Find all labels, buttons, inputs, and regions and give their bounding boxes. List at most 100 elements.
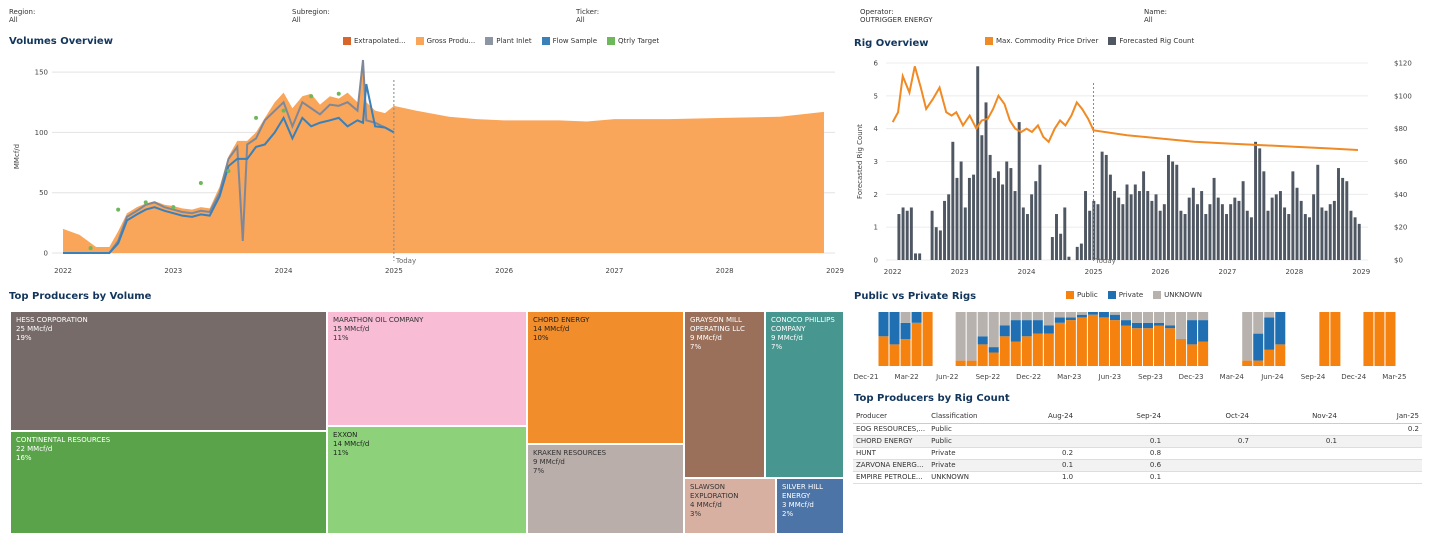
filter-ticker-value[interactable]: All (576, 16, 585, 24)
filter-name-value[interactable]: All (1144, 16, 1153, 24)
x-tick-label: 2024 (275, 267, 293, 275)
legend-item-price-driver[interactable]: Max. Commodity Price Driver (985, 37, 1098, 45)
public-bar (1363, 312, 1374, 366)
rig-count-bar (988, 154, 992, 260)
private-bar (1043, 325, 1054, 334)
rig-count-bar (1001, 184, 1005, 260)
cell-value: 0.2 (998, 447, 1077, 460)
unknown-bar (1010, 312, 1021, 321)
treemap-cell[interactable]: CONTINENTAL RESOURCES 22 MMcf/d 16% (10, 431, 327, 534)
qtrly-target-point (88, 246, 93, 251)
col-nov-24[interactable]: Nov-24 (1252, 410, 1340, 424)
private-bar (1065, 317, 1076, 321)
treemap-cell-name: CHORD ENERGY (533, 316, 590, 324)
legend-item-extrapolated[interactable]: Extrapolated... (343, 37, 406, 45)
public-bar (1187, 344, 1198, 366)
treemap-cell[interactable]: MARATHON OIL COMPANY 15 MMcf/d 11% (327, 311, 527, 426)
legend-item-rig-count[interactable]: Forecasted Rig Count (1108, 37, 1194, 45)
col-jan-25[interactable]: Jan-25 (1339, 410, 1422, 424)
filter-region[interactable]: Region: All (9, 8, 35, 24)
legend-item-unknown[interactable]: UNKNOWN (1153, 291, 1202, 299)
private-bar (1165, 325, 1176, 329)
filter-operator[interactable]: Operator: OUTRIGGER ENERGY (860, 8, 933, 24)
treemap-cell-name: SLAWSON EXPLORATION (690, 483, 739, 500)
private-bar (1198, 320, 1209, 342)
table-row[interactable]: EMPIRE PETROLE... UNKNOWN 1.0 0.1 (853, 471, 1422, 484)
col-producer[interactable]: Producer (853, 410, 929, 424)
treemap-cell-share: 7% (690, 343, 702, 351)
filter-operator-value[interactable]: OUTRIGGER ENERGY (860, 16, 933, 24)
rig-count-bar (918, 253, 922, 260)
treemap-cell[interactable]: SLAWSON EXPLORATION 4 MMcf/d 3% (684, 478, 776, 534)
col-aug-24[interactable]: Aug-24 (998, 410, 1077, 424)
legend-item-flow-sample[interactable]: Flow Sample (541, 37, 597, 45)
rig-count-bar (1191, 187, 1195, 260)
rig-table: Producer Classification Aug-24 Sep-24 Oc… (853, 410, 1422, 484)
treemap-cell-name: EXXON (333, 431, 358, 439)
public-bar (1131, 328, 1143, 366)
table-row[interactable]: EOG RESOURCES,... Public 0.2 (853, 423, 1422, 436)
legend-swatch (607, 37, 616, 45)
rig-count-bar (1104, 154, 1108, 260)
cell-producer: ZARVONA ENERG... (853, 459, 929, 472)
rig-count-bar (1009, 168, 1013, 260)
treemap-cell[interactable]: CHORD ENERGY 14 MMcf/d 10% (527, 311, 684, 444)
unknown-bar (1176, 312, 1187, 339)
treemap-cell-share: 3% (690, 510, 702, 518)
treemap-cell[interactable]: CONOCO PHILLIPS COMPANY 9 MMcf/d 7% (765, 311, 844, 478)
filter-region-value[interactable]: All (9, 16, 18, 24)
flow-sample-line (63, 83, 395, 254)
table-row[interactable]: HUNT Private 0.2 0.8 (853, 447, 1422, 460)
pvp-chart[interactable]: Dec-21 Mar-22 Jun-22 Sep-22 Dec-22 Mar-23 Jun-… (848, 306, 1430, 386)
col-oct-24[interactable]: Oct-24 (1164, 410, 1253, 424)
volumes-chart[interactable]: 0 50 100 150 2022 2023 2024 2025 2026 2027 2028 202… (0, 50, 845, 280)
cell-value: 0.6 (1076, 459, 1165, 472)
rig-count-bar (1021, 207, 1025, 260)
rig-count-bar (1187, 197, 1191, 260)
public-bar (999, 336, 1010, 366)
legend-swatch (343, 37, 351, 45)
legend-item-plant-inlet[interactable]: Plant Inlet (485, 37, 532, 45)
rig-count-bar (1233, 197, 1237, 260)
filter-name[interactable]: Name: All (1144, 8, 1167, 24)
rig-count-bar (972, 174, 976, 260)
col-sep-24[interactable]: Sep-24 (1076, 410, 1165, 424)
y-tick-label: 0 (44, 250, 48, 258)
y-tick-label: 5 (874, 92, 878, 100)
unknown-bar (900, 312, 911, 323)
cell-value: 0.1 (998, 459, 1077, 472)
legend-item-private[interactable]: Private (1107, 291, 1143, 299)
cell-value (1339, 435, 1422, 448)
rig-count-bar (1179, 210, 1183, 260)
treemap-cell[interactable]: GRAYSON MILL OPERATING LLC 9 MMcf/d 7% (684, 311, 765, 478)
rigs-chart[interactable]: 0 $0 1 $20 2 $40 3 $60 4 $80 5 $100 6 $120 2022 2023 202… (848, 50, 1430, 280)
rig-count-bar (1096, 204, 1100, 260)
public-bar (1032, 333, 1043, 366)
treemap-cell[interactable]: HESS CORPORATION 25 MMcf/d 19% (10, 311, 327, 431)
rig-count-bar (1299, 200, 1303, 260)
legend-label: Max. Commodity Price Driver (996, 37, 1099, 45)
cell-value (998, 435, 1077, 448)
filter-ticker[interactable]: Ticker: All (576, 8, 599, 24)
treemap-cell[interactable]: EXXON 14 MMcf/d 11% (327, 426, 527, 534)
filter-subregion-value[interactable]: All (292, 16, 301, 24)
x-tick-label: Dec-21 (854, 373, 879, 381)
filter-subregion[interactable]: Subregion: All (292, 8, 330, 24)
qtrly-target-point (254, 115, 259, 120)
table-row[interactable]: CHORD ENERGY Public 0.1 0.7 0.1 (853, 435, 1422, 448)
legend-item-gross[interactable]: Gross Produ... (415, 37, 475, 45)
treemap-cell-share: 7% (533, 467, 545, 475)
y-tick-label: 150 (35, 69, 48, 77)
rig-count-bar (1017, 122, 1021, 260)
legend-item-public[interactable]: Public (1066, 291, 1098, 299)
legend-item-qtrly-target[interactable]: Qtrly Target (607, 37, 659, 45)
col-classification[interactable]: Classification (928, 410, 999, 424)
table-row[interactable]: ZARVONA ENERG... Private 0.1 0.6 (853, 459, 1422, 472)
rig-count-bar (967, 177, 971, 260)
private-bar (1187, 320, 1198, 345)
cell-value: 0.8 (1076, 447, 1165, 460)
private-bar (900, 322, 911, 339)
treemap-cell[interactable]: SILVER HILL ENERGY 3 MMcf/d 2% (776, 478, 844, 534)
treemap-cell[interactable]: KRAKEN RESOURCES 9 MMcf/d 7% (527, 444, 684, 534)
x-tick-label: 2029 (826, 267, 844, 275)
